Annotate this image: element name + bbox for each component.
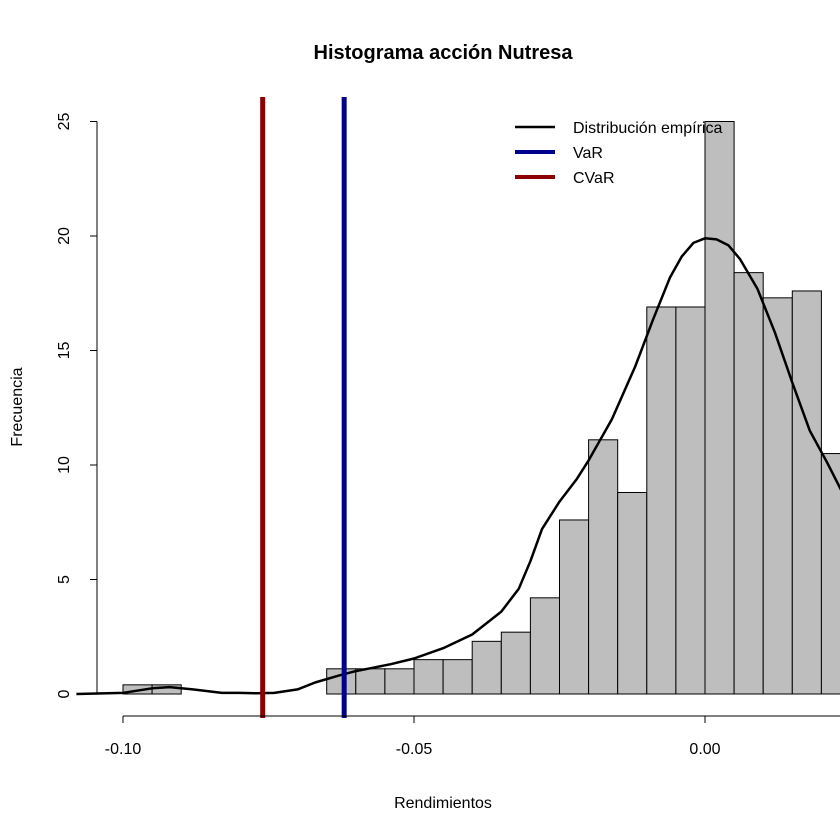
y-tick-label: 5 [56,575,73,584]
histogram-bar [704,121,735,695]
histogram-bar [413,659,444,695]
y-tick-label: 25 [56,113,73,131]
histogram-bar [588,439,619,695]
histogram-bar [646,306,677,695]
x-axis-label: Rendimientos [394,795,492,812]
x-tick-label: -0.10 [105,741,142,758]
histogram-bar [675,306,706,695]
chart-title: Histograma acción Nutresa [314,42,574,64]
histogram-bar [617,491,648,695]
histogram-bar [500,631,531,695]
histogram-bar [733,272,764,695]
legend-label: Distribución empírica [573,120,722,137]
legend-label: VaR [573,145,603,162]
histogram-bars [122,121,840,695]
histogram-bar [559,519,590,695]
x-tick-label: -0.05 [396,741,433,758]
histogram-bar [791,290,822,695]
histogram-bar [442,659,473,695]
x-tick-label: 0.00 [689,741,720,758]
y-tick-label: 15 [56,342,73,360]
y-axis-label: Frecuencia [9,367,26,446]
risk-lines [260,97,347,718]
y-tick-label: 10 [56,456,73,474]
histogram-bar [355,668,386,695]
x-axis: -0.10-0.050.000.050.10 [105,715,840,758]
y-tick-label: 20 [56,227,73,245]
y-axis: 0 5 10 15 20 25 [56,113,98,698]
histogram-bar [529,597,561,695]
legend: Distribución empírica VaR CVaR [515,120,722,187]
histogram-bar [820,453,840,695]
density-curve [76,237,840,696]
histogram-bar [384,668,415,695]
y-tick-label: 0 [56,689,73,698]
density-curve-group [76,237,840,696]
histogram-bar [762,297,793,695]
legend-label: CVaR [573,170,615,187]
histogram-bar [471,640,502,695]
